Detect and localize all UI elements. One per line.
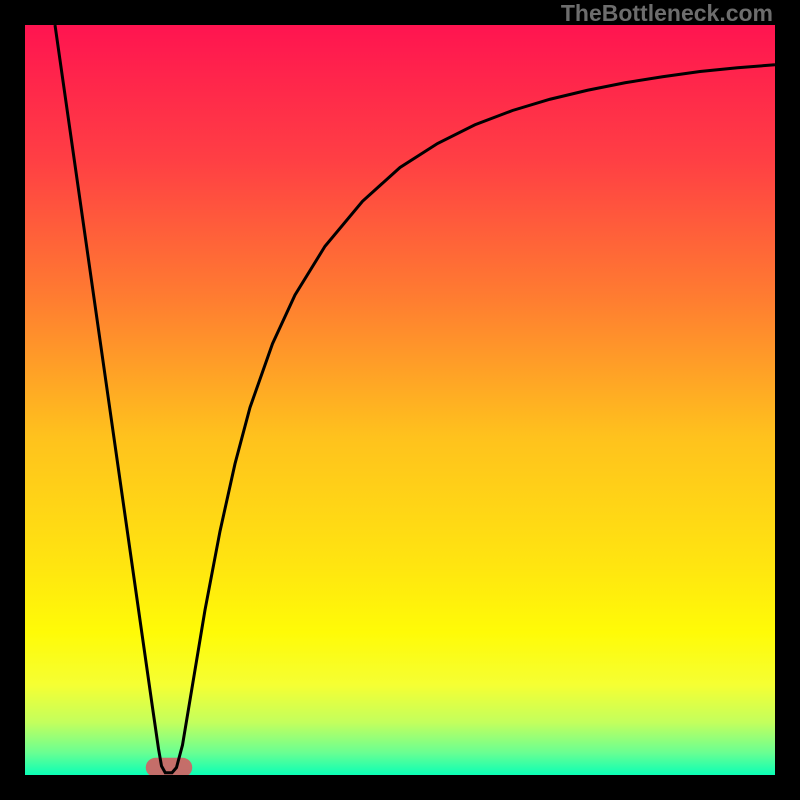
watermark-text: TheBottleneck.com (561, 0, 773, 27)
bottleneck-curve (55, 25, 775, 773)
curve-svg (25, 25, 775, 775)
chart-frame: TheBottleneck.com (0, 0, 800, 800)
plot-area (25, 25, 775, 775)
